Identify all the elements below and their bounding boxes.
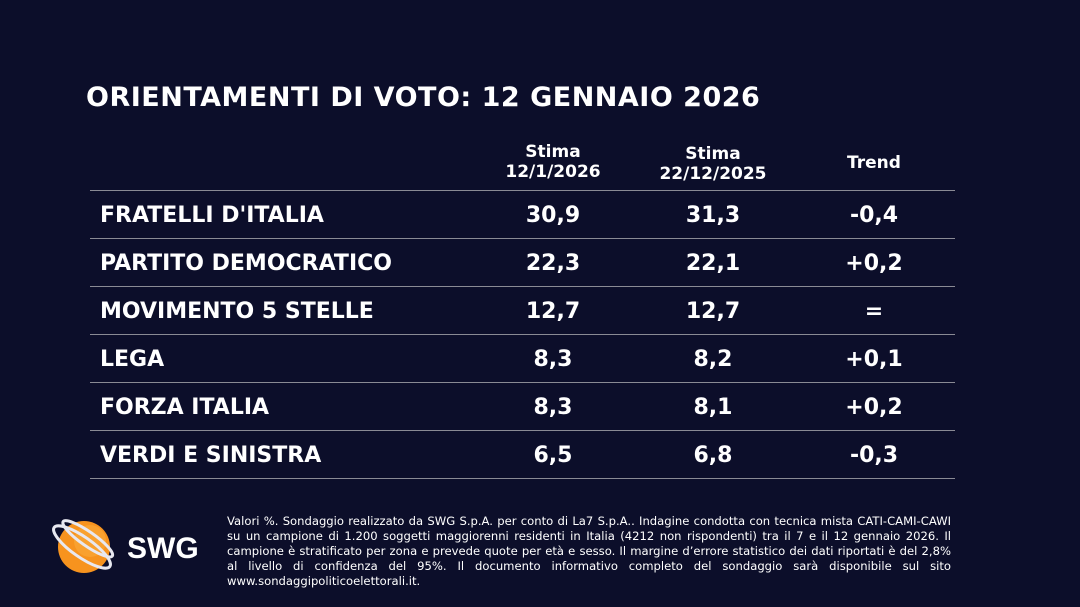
- party-name: VERDI E SINISTRA: [100, 443, 322, 468]
- trend-value: +0,2: [845, 251, 903, 276]
- column-header-current: Stima 12/1/2026: [473, 142, 633, 182]
- current-value: 22,3: [525, 251, 581, 276]
- previous-value: 22,1: [685, 251, 741, 276]
- table-row: FRATELLI D'ITALIA 30,9 31,3 -0,4: [90, 190, 955, 238]
- trend-value: -0,3: [849, 443, 899, 468]
- header-line: Stima: [525, 142, 581, 162]
- trend-value: -0,4: [849, 203, 899, 228]
- previous-value: 8,2: [693, 347, 733, 372]
- party-name: FORZA ITALIA: [100, 395, 270, 420]
- header-line: Stima: [685, 144, 741, 164]
- party-name: MOVIMENTO 5 STELLE: [100, 299, 374, 324]
- current-value: 8,3: [533, 395, 573, 420]
- previous-value: 12,7: [685, 299, 741, 324]
- column-header-previous: Stima 22/12/2025: [633, 144, 793, 184]
- poll-table: FRATELLI D'ITALIA 30,9 31,3 -0,4 PARTITO DEM…: [90, 190, 955, 479]
- party-name: PARTITO DEMOCRATICO: [100, 251, 392, 276]
- table-row: LEGA 8,3 8,2 +0,1: [90, 334, 955, 382]
- column-header-trend: Trend: [794, 153, 954, 173]
- party-name: FRATELLI D'ITALIA: [100, 203, 324, 228]
- table-row: MOVIMENTO 5 STELLE 12,7 12,7 =: [90, 286, 955, 334]
- current-value: 8,3: [533, 347, 573, 372]
- table-row: PARTITO DEMOCRATICO 22,3 22,1 +0,2: [90, 238, 955, 286]
- header-line: 12/1/2026: [505, 162, 601, 182]
- current-value: 12,7: [525, 299, 581, 324]
- table-row: VERDI E SINISTRA 6,5 6,8 -0,3: [90, 430, 955, 479]
- current-value: 30,9: [525, 203, 581, 228]
- logo-text: SWG: [127, 532, 199, 565]
- globe-icon: [52, 519, 115, 573]
- page-title: ORIENTAMENTI DI VOTO: 12 GENNAIO 2026: [86, 82, 761, 113]
- header-line: 22/12/2025: [659, 164, 767, 184]
- current-value: 6,5: [533, 443, 573, 468]
- trend-value: =: [864, 299, 884, 324]
- methodology-note: Valori %. Sondaggio realizzato da SWG S.…: [227, 514, 951, 588]
- trend-value: +0,2: [845, 395, 903, 420]
- previous-value: 6,8: [693, 443, 733, 468]
- previous-value: 31,3: [685, 203, 741, 228]
- header-line: Trend: [847, 153, 901, 173]
- previous-value: 8,1: [693, 395, 733, 420]
- trend-value: +0,1: [845, 347, 903, 372]
- party-name: LEGA: [100, 347, 165, 372]
- swg-logo: [44, 514, 124, 584]
- table-row: FORZA ITALIA 8,3 8,1 +0,2: [90, 382, 955, 430]
